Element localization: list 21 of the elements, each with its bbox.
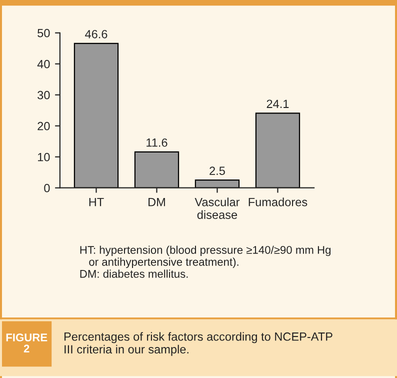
x-tick-label: Vascular disease	[194, 198, 240, 219]
bar	[255, 112, 300, 188]
text: HT: hypertension (blood pressure ≥140/≥90 mm Hg or antihypertensive treatment). DM: diabetes mellitus.	[80, 246, 330, 278]
y-tick-label: 0	[44, 184, 50, 192]
text: Percentages of risk factors according to NCEP-ATP III criteria in our sample.	[64, 332, 332, 356]
x-tick-label: DM	[148, 198, 165, 206]
bar	[194, 180, 240, 188]
data-label: 11.6	[146, 138, 168, 147]
data-label: 46.6	[85, 30, 108, 38]
y-tick-label: 20	[38, 122, 50, 130]
bar	[74, 42, 119, 188]
y-tick-label: 10	[38, 152, 50, 162]
y-tick-label: 50	[38, 28, 50, 38]
y-tick-label: 30	[38, 90, 50, 100]
y-tick-label: 40	[37, 60, 50, 68]
data-label: 2.5	[210, 166, 225, 176]
data-label: 24.1	[266, 100, 289, 108]
x-tick-label: Fumadores	[248, 198, 308, 206]
bar	[134, 151, 180, 188]
x-tick-label: HT	[89, 198, 104, 206]
caption: FIGURE 2	[6, 334, 48, 352]
